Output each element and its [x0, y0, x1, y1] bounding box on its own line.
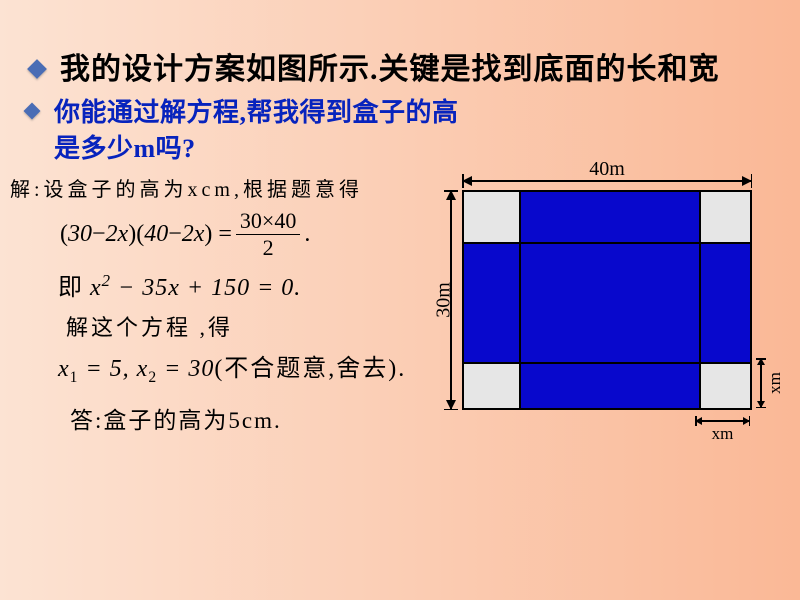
- bullet-1: 我的设计方案如图所示.关键是找到底面的长和宽: [30, 50, 770, 91]
- bullet-2-text: 你能通过解方程,帮我得到盒子的高是多少m吗?: [54, 95, 460, 168]
- box-net: xm xm: [462, 190, 752, 410]
- box-diagram: 40m 30m xm xm: [432, 162, 772, 410]
- diamond-bullet-icon: [24, 102, 41, 119]
- dimension-left: 30m: [432, 190, 462, 410]
- width-label: 40m: [589, 158, 625, 181]
- dimension-x-bottom: xm: [695, 414, 750, 442]
- bullet-1-text: 我的设计方案如图所示.关键是找到底面的长和宽: [60, 50, 720, 91]
- fraction: 30×40 2: [236, 208, 300, 261]
- bullet-2: 你能通过解方程,帮我得到盒子的高是多少m吗?: [30, 95, 460, 168]
- dimension-x-right: xm: [754, 358, 778, 408]
- diamond-bullet-icon: [27, 59, 47, 79]
- dimension-top: 40m: [462, 162, 752, 190]
- height-label: 30m: [432, 282, 455, 318]
- blue-horizontal-flap: [464, 242, 750, 362]
